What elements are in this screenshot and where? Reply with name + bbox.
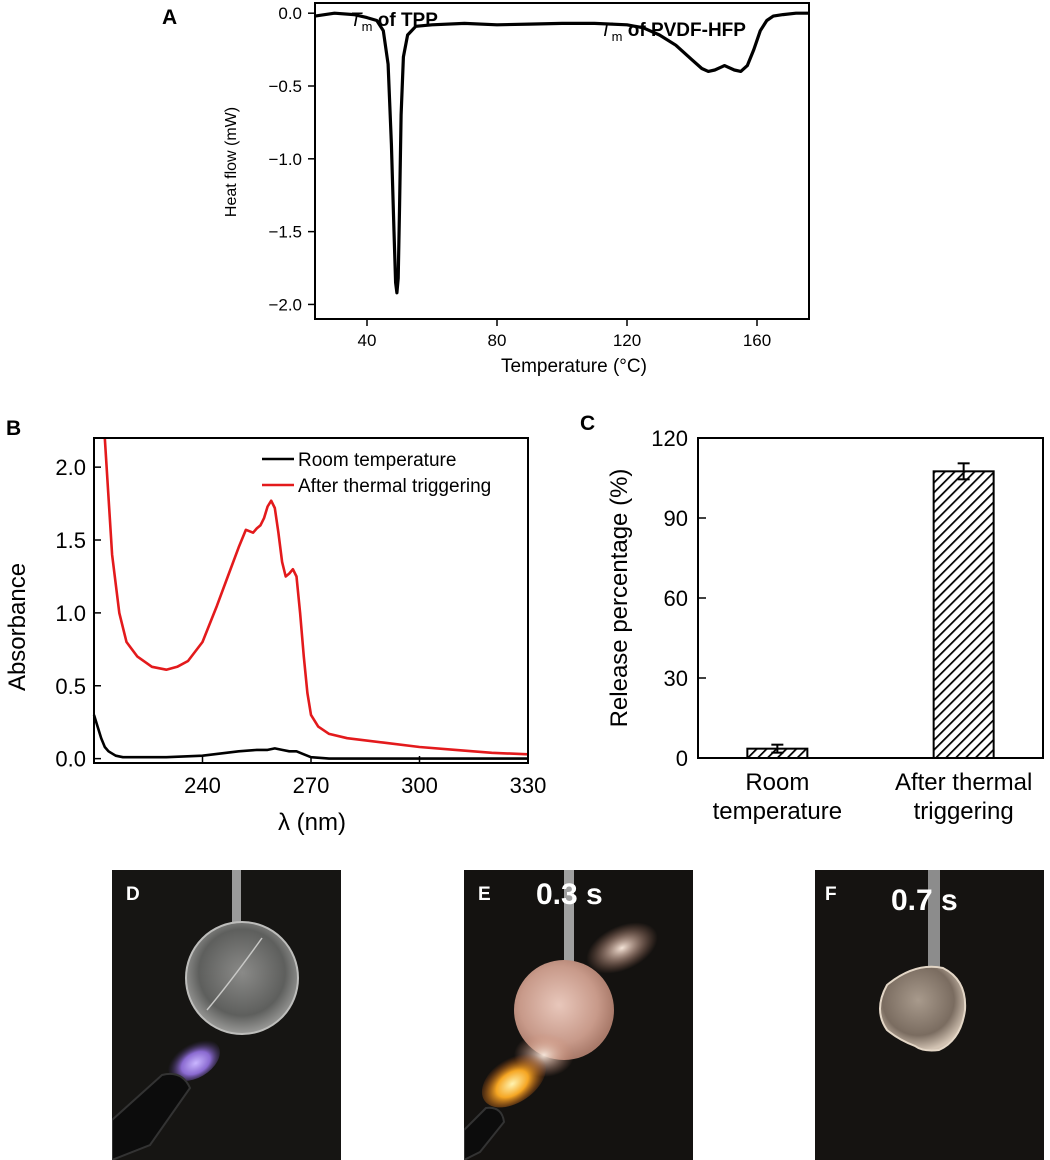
tm-label: of TPP bbox=[372, 10, 438, 31]
chart-a: A 0.0 −0.5 −1.0 −1.5 −2.0 40 80 120 160 Tm of T… bbox=[162, 2, 810, 377]
photo-e-scene bbox=[464, 870, 658, 1160]
chart-c-ytick-label: 0 bbox=[676, 746, 688, 771]
tm-label: of PVDF-HFP bbox=[622, 20, 746, 41]
legend-label-room-temperature: Room temperature bbox=[298, 450, 456, 471]
chart-a-ytick-label: −1.0 bbox=[268, 150, 302, 169]
tm-symbol: T bbox=[600, 20, 613, 41]
shrunk-disc bbox=[879, 965, 967, 1052]
chart-b-frame bbox=[93, 437, 529, 764]
chart-b-xtick-label: 240 bbox=[184, 773, 221, 798]
chart-b-ytick-label: 1.0 bbox=[55, 601, 86, 626]
chart-b: B 0.0 0.5 1.0 1.5 2.0 240 270 300 330 Room temp… bbox=[4, 417, 547, 836]
chart-b-room-temperature-line bbox=[92, 714, 528, 760]
glow-upper bbox=[586, 922, 658, 974]
chart-c-ytick-label: 60 bbox=[664, 586, 688, 611]
disc-crack bbox=[206, 937, 263, 1011]
chart-a-ylabel: Heat flow (mW) bbox=[223, 107, 240, 217]
chart-a-ytick-label: −2.0 bbox=[268, 295, 302, 314]
photo-e: E 0.3 s bbox=[464, 870, 693, 1160]
chart-a-frame bbox=[314, 2, 810, 320]
photo-d-scene bbox=[112, 870, 299, 1160]
chart-a-xtick-label: 160 bbox=[743, 331, 771, 350]
torch-nozzle bbox=[464, 1106, 506, 1160]
panel-label-c: C bbox=[580, 412, 595, 435]
chart-a-xtick-label: 80 bbox=[488, 331, 507, 350]
chart-c-ytick-label: 90 bbox=[664, 506, 688, 531]
chart-a-xtick-label: 120 bbox=[613, 331, 641, 350]
chart-a-annotation-tpp: Tm of TPP bbox=[350, 10, 438, 34]
tm-subscript: m bbox=[612, 29, 623, 44]
chart-b-ytick-label: 1.5 bbox=[55, 528, 86, 553]
chart-b-xtick-label: 330 bbox=[510, 773, 547, 798]
chart-a-dsc-curve bbox=[314, 11, 809, 295]
chart-b-ytick-label: 0.5 bbox=[55, 674, 86, 699]
chart-b-xlabel: λ (nm) bbox=[278, 809, 346, 836]
chart-b-xtick-label: 270 bbox=[293, 773, 330, 798]
chart-c-ylabel: Release percentage (%) bbox=[606, 469, 633, 728]
chart-c-category-label: temperature bbox=[713, 798, 842, 825]
panel-label-b: B bbox=[6, 417, 21, 440]
chart-b-legend: Room temperature After thermal triggerin… bbox=[262, 450, 491, 497]
chart-b-ylabel: Absorbance bbox=[4, 563, 31, 691]
tm-subscript: m bbox=[362, 19, 373, 34]
needle bbox=[928, 870, 940, 970]
chart-a-xlabel: Temperature (°C) bbox=[501, 356, 647, 377]
panel-label-a: A bbox=[162, 6, 177, 29]
legend-label-after-thermal-triggering: After thermal triggering bbox=[298, 476, 491, 497]
photo-e-label: E bbox=[478, 884, 491, 905]
chart-a-annotation-pvdf: Tm of PVDF-HFP bbox=[600, 20, 746, 44]
tm-symbol: T bbox=[350, 10, 363, 31]
chart-c-ytick-label: 30 bbox=[664, 666, 688, 691]
photo-f-label: F bbox=[825, 884, 837, 905]
chart-c-category-label: Room bbox=[745, 769, 809, 796]
photo-f: F 0.7 s bbox=[815, 870, 1044, 1160]
photo-f-scene bbox=[879, 870, 967, 1052]
chart-a-xtick-label: 40 bbox=[358, 331, 377, 350]
chart-c-bar bbox=[932, 470, 995, 759]
flame bbox=[481, 1052, 547, 1108]
chart-c-ytick-label: 120 bbox=[651, 426, 688, 451]
chart-c-category-label: triggering bbox=[914, 798, 1014, 825]
flame bbox=[168, 1039, 220, 1081]
chart-a-ytick-label: −1.5 bbox=[268, 223, 302, 242]
chart-b-after-thermal-triggering-line bbox=[103, 437, 529, 756]
chart-b-ytick-label: 2.0 bbox=[55, 455, 86, 480]
chart-c-category-label: After thermal bbox=[895, 769, 1032, 796]
chart-b-ytick-label: 0.0 bbox=[55, 747, 86, 772]
chart-a-ytick-label: 0.0 bbox=[278, 4, 302, 23]
needle bbox=[232, 870, 241, 940]
chart-b-xtick-label: 300 bbox=[401, 773, 438, 798]
torch-nozzle bbox=[112, 1072, 192, 1160]
photo-d-label: D bbox=[126, 884, 140, 905]
chart-a-ytick-label: −0.5 bbox=[268, 77, 302, 96]
photo-f-time: 0.7 s bbox=[891, 884, 958, 917]
needle bbox=[564, 870, 574, 965]
polymer-disc bbox=[185, 921, 299, 1035]
photo-e-time: 0.3 s bbox=[536, 878, 603, 911]
photo-d: D bbox=[112, 870, 341, 1160]
